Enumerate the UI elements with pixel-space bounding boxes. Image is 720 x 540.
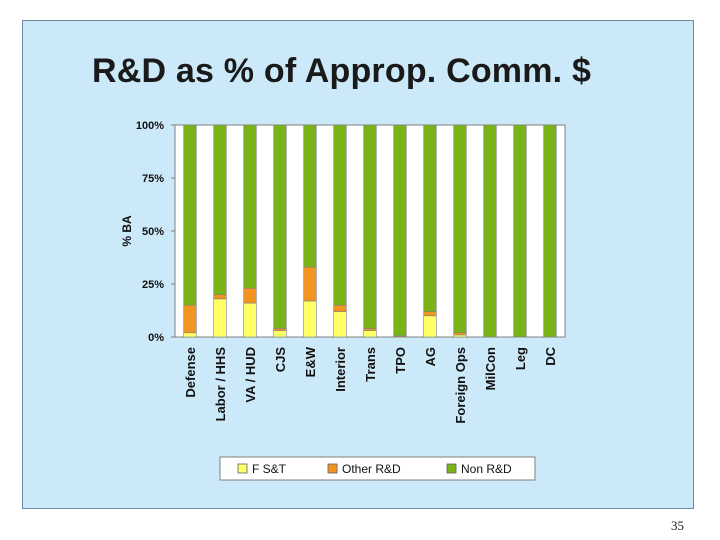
bar-segment-tpo-non-r-d (393, 124, 407, 337)
bar-segment-defense-other-r-d (183, 304, 197, 334)
bar-segment-labor-hhs-other-r-d (213, 294, 227, 300)
legend-box (219, 456, 536, 481)
y-tick-label: 75% (142, 173, 164, 185)
x-tick-label: MilCon (483, 347, 498, 390)
bar-segment-va-hud-f-s-t (243, 302, 257, 338)
legend-label: F S&T (252, 462, 287, 476)
x-tick-label: Labor / HHS (213, 347, 228, 422)
chart-title: R&D as % of Approp. Comm. $ (92, 52, 592, 90)
bar-segment-e-w-non-r-d (303, 124, 317, 268)
bar-segment-milcon-non-r-d (483, 124, 497, 338)
x-tick-label: AG (423, 347, 438, 367)
bar-segment-e-w-f-s-t (303, 300, 317, 338)
bar-segment-interior-other-r-d (333, 304, 347, 312)
bar-segment-cjs-f-s-t (273, 330, 287, 338)
bar-segment-interior-non-r-d (333, 124, 347, 306)
y-tick-label: 100% (136, 120, 164, 132)
x-tick-label: CJS (273, 347, 288, 373)
legend-label: Other R&D (342, 462, 401, 476)
bar-segment-foreign-ops-other-r-d (453, 332, 467, 336)
bar-segment-foreign-ops-non-r-d (453, 124, 467, 334)
bar-segment-va-hud-non-r-d (243, 124, 257, 289)
y-axis: 0% 25% 50% 75% 100% (136, 120, 176, 344)
legend-swatch (446, 463, 457, 474)
legend-swatch (327, 463, 338, 474)
page-number: 35 (671, 518, 684, 533)
bar-segment-ag-non-r-d (423, 124, 437, 312)
legend: F S&T Other R&D Non R&D (219, 456, 536, 481)
x-tick-label: Interior (333, 347, 348, 392)
bar-segment-labor-hhs-f-s-t (213, 298, 227, 338)
x-axis: Defense Labor / HHS VA / HUD CJS E&W Interior… (183, 346, 558, 423)
x-tick-label: DC (543, 346, 558, 365)
bar-segment-va-hud-other-r-d (243, 287, 257, 304)
legend-label: Non R&D (461, 462, 512, 476)
y-axis-label: % BA (120, 215, 134, 247)
bar-segment-trans-f-s-t (363, 330, 377, 338)
bar-segment-interior-f-s-t (333, 311, 347, 338)
y-tick-label: 0% (148, 332, 164, 344)
legend-swatch (237, 463, 248, 474)
bar-segment-trans-other-r-d (363, 328, 377, 331)
bar-segment-defense-non-r-d (183, 124, 197, 306)
bar-segment-e-w-other-r-d (303, 266, 317, 302)
bar-segment-cjs-non-r-d (273, 124, 287, 329)
x-tick-label: Trans (363, 347, 378, 382)
x-tick-label: Defense (183, 347, 198, 398)
x-tick-label: VA / HUD (243, 347, 258, 403)
bar-segment-trans-non-r-d (363, 124, 377, 329)
bar-segment-labor-hhs-non-r-d (213, 124, 227, 295)
bars-layer (183, 124, 557, 338)
y-tick-label: 50% (142, 226, 164, 238)
bar-segment-ag-other-r-d (423, 311, 437, 317)
bar-segment-foreign-ops-f-s-t (453, 334, 467, 338)
x-tick-label: Foreign Ops (453, 347, 468, 424)
x-tick-label: Leg (513, 347, 528, 370)
bar-segment-ag-f-s-t (423, 315, 437, 338)
bar-segment-dc-non-r-d (543, 124, 557, 338)
bar-segment-defense-f-s-t (183, 332, 197, 338)
bar-segment-cjs-other-r-d (273, 328, 287, 331)
x-tick-label: E&W (303, 346, 318, 377)
bar-segment-leg-non-r-d (513, 124, 527, 338)
y-tick-label: 25% (142, 279, 164, 291)
x-tick-label: TPO (393, 347, 408, 374)
